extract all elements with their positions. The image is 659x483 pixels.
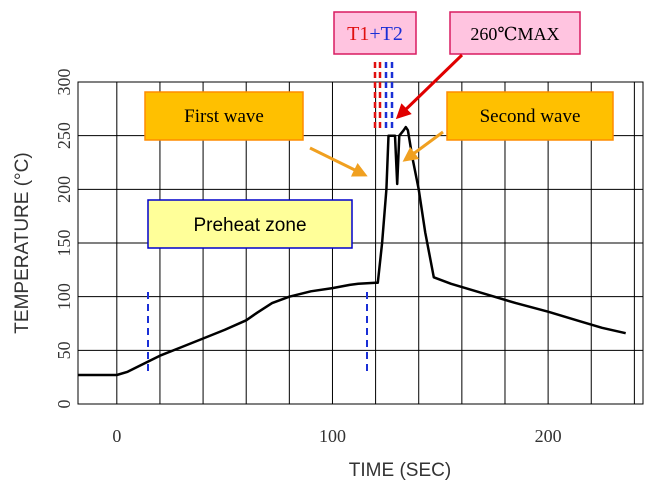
y-tick-label: 0 [54, 400, 74, 409]
max-temp-label: 260℃MAX [470, 24, 559, 44]
max-temp-callout: 260℃MAX [395, 11, 581, 120]
x-axis-ticks: 0 100 200 [112, 426, 561, 446]
second-wave-box [446, 91, 614, 141]
max-temp-box [449, 11, 581, 55]
t2-label: T2 [381, 23, 403, 45]
first-wave-callout: First wave [144, 91, 368, 177]
y-axis-label: TEMPERATURE (°C) [12, 152, 33, 333]
preheat-zone-markers [147, 292, 368, 376]
max-temp-arrow [395, 53, 464, 120]
y-tick-label: 250 [54, 122, 74, 149]
y-tick-label: 200 [54, 176, 74, 203]
temperature-series [78, 125, 626, 377]
x-tick-label: 100 [319, 426, 346, 446]
first-wave-arrow [309, 146, 368, 177]
y-tick-label: 50 [54, 341, 74, 359]
y-tick-label: 300 [54, 69, 74, 96]
y-tick-label: 100 [54, 283, 74, 310]
second-wave-label: Second wave [480, 106, 581, 127]
x-tick-label: 200 [535, 426, 562, 446]
y-tick-label: 150 [54, 230, 74, 257]
temperature-profile-line [78, 125, 626, 377]
first-wave-label: First wave [184, 106, 264, 127]
t1-t2-box [333, 11, 417, 55]
y-axis-ticks: 0 50 100 150 200 250 300 [54, 69, 74, 409]
preheat-zone-callout: Preheat zone [147, 199, 353, 249]
second-wave-arrow [402, 130, 444, 162]
x-axis-label: TIME (SEC) [349, 460, 451, 481]
t1-t2-callout: T1+T2 [333, 11, 417, 55]
t1-t2-label: T1+T2 [347, 23, 403, 45]
first-wave-box [144, 91, 304, 141]
preheat-zone-label: Preheat zone [193, 215, 306, 236]
wave-time-markers [373, 62, 394, 130]
second-wave-callout: Second wave [402, 91, 614, 162]
t1-label: T1 [347, 23, 369, 45]
x-tick-label: 0 [112, 426, 121, 446]
plus-label: + [369, 23, 380, 45]
preheat-zone-box [147, 199, 353, 249]
